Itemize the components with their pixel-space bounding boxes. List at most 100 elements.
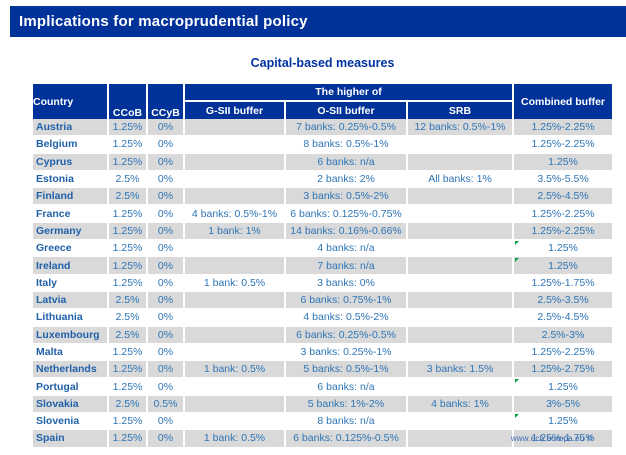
srb-cell: [405, 308, 514, 327]
srb-cell: [405, 256, 514, 275]
osii-buffer-cell: 2 banks: 2%: [284, 170, 407, 189]
country-cell: Netherlands: [33, 360, 108, 379]
country-cell: Estonia: [33, 170, 108, 189]
combined-buffer-cell: 1.25%-2.25%: [512, 204, 613, 223]
srb-cell: All banks: 1%: [405, 170, 514, 189]
combined-buffer-cell: 2.5%-4.5%: [512, 187, 613, 206]
osii-buffer-cell: 6 banks: n/a: [284, 153, 407, 171]
combined-buffer-cell: 1.25%-1.75%: [512, 274, 613, 292]
table-subtitle: Capital-based measures: [250, 56, 395, 70]
gsii-buffer-cell: [183, 170, 285, 189]
country-cell: Germany: [33, 222, 108, 241]
country-cell: Greece: [33, 239, 108, 258]
osii-buffer-cell: 6 banks: n/a: [284, 377, 407, 396]
country-cell: Slovakia: [33, 395, 108, 414]
ccob-cell: 1.25%: [107, 204, 147, 223]
srb-cell: [405, 377, 514, 396]
combined-buffer-cell: 2.5%-4.5%: [512, 308, 613, 327]
gsii-buffer-cell: 1 bank: 0.5%: [183, 360, 285, 379]
osii-buffer-cell: 3 banks: 0%: [284, 274, 407, 292]
country-cell: Luxembourg: [33, 326, 108, 344]
gsii-buffer-cell: 1 bank: 1%: [183, 222, 285, 241]
ccob-cell: 1.25%: [107, 135, 147, 154]
table-body: Austria 1.25% 0% 7 banks: 0.25%-0.5% 12 …: [33, 119, 613, 448]
gsii-buffer-cell: [183, 395, 285, 414]
table-row: Ireland 1.25% 0% 7 banks: n/a 1.25%: [33, 256, 613, 275]
osii-buffer-cell: 8 banks: n/a: [284, 412, 407, 431]
ccyb-cell: 0%: [146, 412, 184, 431]
osii-buffer-cell: 5 banks: 0.5%-1%: [284, 360, 407, 379]
table-row: Lithuania 2.5% 0% 4 banks: 0.5%-2% 2.5%-…: [33, 308, 613, 327]
header-combined-buffer: Combined buffer: [512, 84, 613, 119]
header-ccob: CCoB: [107, 84, 147, 119]
gsii-buffer-cell: 1 bank: 0.5%: [183, 274, 285, 292]
ccyb-cell: 0%: [146, 429, 184, 448]
table-row: Greece 1.25% 0% 4 banks: n/a 1.25%: [33, 239, 613, 258]
ccyb-cell: 0%: [146, 274, 184, 292]
osii-buffer-cell: 5 banks: 1%-2%: [284, 395, 407, 414]
ccyb-cell: 0%: [146, 308, 184, 327]
country-cell: Portugal: [33, 377, 108, 396]
table-row: Malta 1.25% 0% 3 banks: 0.25%-1% 1.25%-2…: [33, 343, 613, 362]
ccyb-cell: 0%: [146, 119, 184, 137]
capital-measures-table: Country CCoB CCyB The higher of Combined…: [33, 84, 613, 448]
ccob-cell: 2.5%: [107, 326, 147, 344]
ccob-cell: 2.5%: [107, 170, 147, 189]
combined-buffer-cell: 3.5%-5.5%: [512, 170, 613, 189]
table-header: Country CCoB CCyB The higher of Combined…: [33, 84, 613, 119]
osii-buffer-cell: 3 banks: 0.25%-1%: [284, 343, 407, 362]
ccob-cell: 1.25%: [107, 360, 147, 379]
table-row: Luxembourg 2.5% 0% 6 banks: 0.25%-0.5% 2…: [33, 326, 613, 344]
slide-title-banner: Implications for macroprudential policy: [10, 6, 626, 37]
table-row: Slovenia 1.25% 0% 8 banks: n/a 1.25%: [33, 412, 613, 431]
ccyb-cell: 0%: [146, 204, 184, 223]
osii-buffer-cell: 7 banks: 0.25%-0.5%: [284, 119, 407, 137]
ccob-cell: 1.25%: [107, 412, 147, 431]
country-cell: Italy: [33, 274, 108, 292]
osii-buffer-cell: 14 banks: 0.16%-0.66%: [284, 222, 407, 241]
ccyb-cell: 0%: [146, 326, 184, 344]
gsii-buffer-cell: [183, 135, 285, 154]
gsii-buffer-cell: [183, 239, 285, 258]
ccyb-cell: 0%: [146, 170, 184, 189]
ccob-cell: 1.25%: [107, 239, 147, 258]
gsii-buffer-cell: 4 banks: 0.5%-1%: [183, 204, 285, 223]
srb-cell: [405, 343, 514, 362]
gsii-buffer-cell: [183, 308, 285, 327]
table-row: Netherlands 1.25% 0% 1 bank: 0.5% 5 bank…: [33, 360, 613, 379]
ccob-cell: 1.25%: [107, 429, 147, 448]
header-higher-of: The higher of: [182, 84, 514, 102]
header-osii-buffer: O-SII buffer: [284, 101, 407, 119]
srb-cell: [405, 204, 514, 223]
osii-buffer-cell: 4 banks: 0.5%-2%: [284, 308, 407, 327]
gsii-buffer-cell: 1 bank: 0.5%: [183, 429, 285, 448]
srb-cell: [405, 153, 514, 171]
country-cell: Belgium: [33, 135, 108, 154]
ccob-cell: 2.5%: [107, 187, 147, 206]
table-row: Spain 1.25% 0% 1 bank: 0.5% 6 banks: 0.1…: [33, 429, 613, 448]
srb-cell: [405, 135, 514, 154]
ccyb-cell: 0%: [146, 360, 184, 379]
country-cell: Spain: [33, 429, 108, 448]
ccyb-cell: 0%: [146, 239, 184, 258]
srb-cell: [405, 412, 514, 431]
gsii-buffer-cell: [183, 119, 285, 137]
combined-buffer-cell: 3%-5%: [512, 395, 613, 414]
srb-cell: [405, 326, 514, 344]
country-cell: France: [33, 204, 108, 223]
country-cell: Latvia: [33, 291, 108, 310]
table-row: Latvia 2.5% 0% 6 banks: 0.75%-1% 2.5%-3.…: [33, 291, 613, 310]
ccyb-cell: 0%: [146, 291, 184, 310]
country-cell: Ireland: [33, 256, 108, 275]
srb-cell: 12 banks: 0.5%-1%: [405, 119, 514, 137]
slide-title: Implications for macroprudential policy: [19, 13, 308, 30]
combined-buffer-cell: 2.5%-3%: [512, 326, 613, 344]
osii-buffer-cell: 4 banks: n/a: [284, 239, 407, 258]
table-row: Belgium 1.25% 0% 8 banks: 0.5%-1% 1.25%-…: [33, 135, 613, 154]
ccyb-cell: 0%: [146, 256, 184, 275]
osii-buffer-cell: 6 banks: 0.125%-0.5%: [284, 429, 407, 448]
ccyb-cell: 0%: [146, 377, 184, 396]
combined-buffer-cell: 1.25%: [512, 256, 613, 275]
gsii-buffer-cell: [183, 256, 285, 275]
table-row: Slovakia 2.5% 0.5% 5 banks: 1%-2% 4 bank…: [33, 395, 613, 414]
